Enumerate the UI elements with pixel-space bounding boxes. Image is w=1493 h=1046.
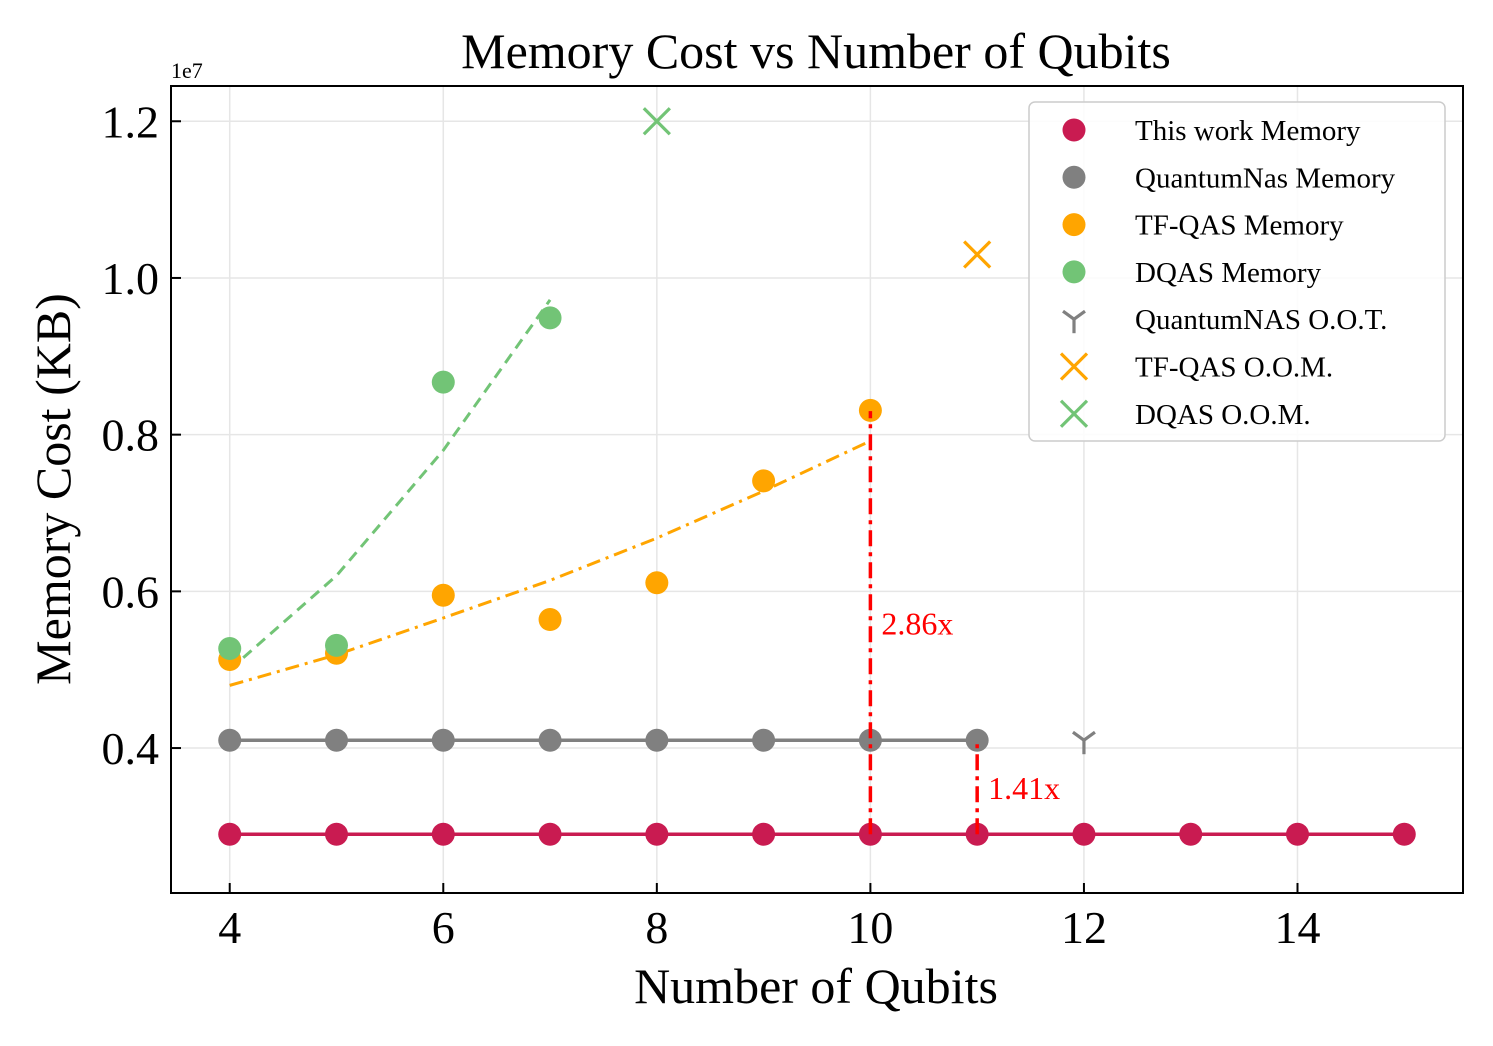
series-quantumnas-memory xyxy=(218,728,989,752)
legend-label: TF-QAS Memory xyxy=(1135,210,1344,242)
this-work-memory-point xyxy=(538,822,562,846)
legend-label: TF-QAS O.O.M. xyxy=(1135,352,1333,384)
quantumnas-memory-point xyxy=(325,728,349,752)
dqas-memory-point xyxy=(325,633,349,657)
legend-item-quantumnas-o-o-t: QuantumNAS O.O.T. xyxy=(1062,304,1387,336)
legend-item-dqas-memory: DQAS Memory xyxy=(1062,257,1322,289)
trend-lines xyxy=(228,299,872,687)
legend-marker xyxy=(1062,309,1086,334)
ratio-annotations: 2.86x 1.41x xyxy=(868,411,1060,835)
x-tick-label: 10 xyxy=(847,902,893,953)
dqas-memory-point xyxy=(218,637,242,661)
quantumnas-memory-point xyxy=(752,728,776,752)
legend: This work Memory QuantumNas Memory TF-QAS … xyxy=(1028,101,1446,442)
legend-marker xyxy=(1062,118,1086,142)
x-marker-stroke xyxy=(642,107,671,136)
legend-item-quantumnas-memory: QuantumNas Memory xyxy=(1062,162,1396,194)
dqas-o-o-m-point xyxy=(642,107,671,136)
this-work-memory-point xyxy=(1285,822,1309,846)
x-axis-label: Number of Qubits xyxy=(634,958,998,1014)
legend-marker xyxy=(1059,399,1089,428)
x-marker-stroke xyxy=(963,240,992,269)
plot-frame xyxy=(170,85,1464,894)
x-tick-label: 6 xyxy=(432,902,455,953)
quantumnas-memory-point xyxy=(538,728,562,752)
y-axis-label: Memory Cost (KB) xyxy=(25,293,81,685)
series-this-work-memory xyxy=(218,822,1416,846)
x-tick-label: 4 xyxy=(218,902,241,953)
legend-label: This work Memory xyxy=(1135,115,1361,147)
tf-qas-memory-point xyxy=(752,469,776,493)
data-series xyxy=(218,107,1416,846)
y-tick-label: 0.8 xyxy=(102,410,160,461)
tf-qas-o-o-m-point xyxy=(963,240,992,269)
ratio-annotation-label: 1.41x xyxy=(988,770,1060,806)
legend-item-tf-qas-o-o-m: TF-QAS O.O.M. xyxy=(1059,352,1333,384)
dqas-memory-point xyxy=(431,370,455,394)
legend-item-dqas-o-o-m: DQAS O.O.M. xyxy=(1059,399,1311,431)
x-tick-label: 12 xyxy=(1061,902,1107,953)
tf-qas-memory-point xyxy=(431,583,455,607)
y-tick-label: 1.0 xyxy=(102,253,160,304)
legend-marker xyxy=(1059,352,1089,381)
tri-marker-stroke xyxy=(1083,730,1096,742)
this-work-memory-point xyxy=(1072,822,1096,846)
this-work-memory-point xyxy=(1392,822,1416,846)
quantumnas-o-o-t-point xyxy=(1072,730,1096,755)
this-work-memory-point xyxy=(752,822,776,846)
x-marker-stroke xyxy=(1059,399,1089,428)
legend-marker xyxy=(1062,260,1086,284)
series-tf-qas-o-o-m xyxy=(963,240,992,269)
quantumnas-memory-point xyxy=(965,728,989,752)
legend-item-this-work-memory: This work Memory xyxy=(1062,115,1361,147)
legend-item-tf-qas-memory: TF-QAS Memory xyxy=(1062,210,1344,242)
legend-box xyxy=(1028,101,1446,442)
x-tick-label: 8 xyxy=(645,902,668,953)
x-tick-label: 14 xyxy=(1274,902,1320,953)
legend-marker xyxy=(1062,213,1086,237)
tri-marker-stroke xyxy=(1062,309,1075,321)
series-quantumnas-o-o-t xyxy=(1072,730,1096,755)
y-axis-multiplier: 1e7 xyxy=(171,58,203,83)
tf-qas-memory-point xyxy=(538,608,562,632)
ratio-annotation-label: 2.86x xyxy=(881,606,953,642)
dqas-memory-point xyxy=(538,306,562,330)
legend-label: DQAS O.O.M. xyxy=(1135,399,1311,431)
legend-label: DQAS Memory xyxy=(1135,257,1322,289)
this-work-memory-point xyxy=(431,822,455,846)
legend-label: QuantumNas Memory xyxy=(1135,162,1396,194)
trend-line-dqas-fit xyxy=(228,299,552,671)
y-tick-label: 0.6 xyxy=(102,566,160,617)
x-marker-stroke xyxy=(1059,352,1089,381)
this-work-memory-point xyxy=(218,822,242,846)
series-dqas-o-o-m xyxy=(642,107,671,136)
quantumnas-memory-point xyxy=(645,728,669,752)
tf-qas-memory-point xyxy=(645,571,669,595)
quantumnas-memory-point xyxy=(431,728,455,752)
this-work-memory-point xyxy=(645,822,669,846)
quantumnas-memory-point xyxy=(218,728,242,752)
y-tick-label: 0.4 xyxy=(102,723,160,774)
chart-title: Memory Cost vs Number of Qubits xyxy=(461,23,1171,79)
legend-marker xyxy=(1062,165,1086,189)
legend-label: QuantumNAS O.O.T. xyxy=(1135,304,1387,336)
axis-ticks: 4 6 8 10 12 14 0.4 0.6 0.8 1.0 1.2 xyxy=(102,96,1321,953)
tri-marker-stroke xyxy=(1073,309,1086,321)
quantumnas-memory-point xyxy=(858,728,882,752)
series-dqas-memory xyxy=(218,306,562,661)
this-work-memory-point xyxy=(325,822,349,846)
this-work-memory-point xyxy=(1179,822,1203,846)
tf-qas-memory-point xyxy=(858,398,882,422)
y-tick-label: 1.2 xyxy=(102,96,160,147)
tri-marker-stroke xyxy=(1072,730,1085,742)
